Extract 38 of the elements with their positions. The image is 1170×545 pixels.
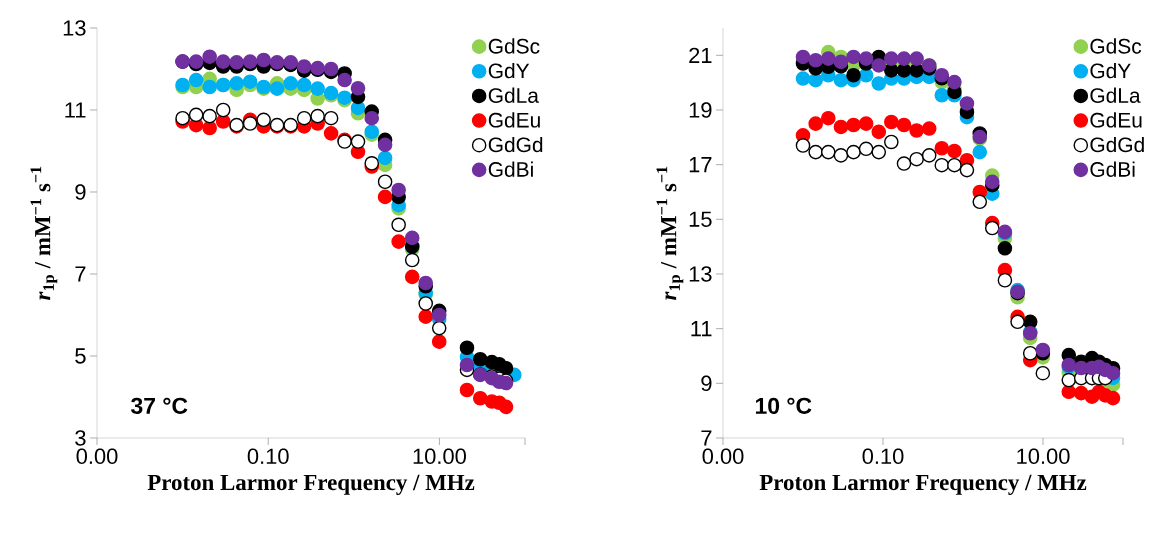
y-tick-label: 9 [75,184,86,200]
y-axis-title: r$_{1p}$ / mM$^{−1}$ s$^{−1}$ [30,166,58,301]
y-tick-label: 15 [689,211,712,227]
y-tick-label: 7 [75,266,86,282]
y-tick-label: 21 [689,47,712,63]
y-tick-label: 13 [689,266,712,282]
legend-label: GdGd [488,136,543,153]
x-tick-label: 0.10 [862,448,904,465]
legend-label: GdEu [488,112,540,128]
y-tick-label: 13 [63,20,86,36]
legend-label: GdLa [488,87,539,103]
annotation: 10 °C [755,397,812,414]
annotation: 37 °C [131,397,188,414]
legend-label: GdSc [488,38,540,54]
legend-label: GdSc [1090,38,1142,54]
y-tick-label: 5 [75,348,86,364]
legend-label: GdGd [1090,136,1144,153]
x-axis-title: Proton Larmor Frequency / MHz [759,474,1087,495]
y-tick-label: 7 [701,430,712,446]
x-tick-label: 0.00 [702,448,744,465]
y-tick-label: 19 [689,102,712,118]
legend-label: GdLa [1090,87,1141,103]
legend-label: GdY [488,62,530,79]
y-tick-label: 3 [75,430,86,446]
legend-label: GdBi [1090,161,1135,177]
y-axis-title: r$_{1p}$ / mM$^{−1}$ s$^{−1}$ [656,166,684,301]
y-tick-label: 11 [691,321,712,337]
legend-label: GdEu [1090,112,1142,128]
x-tick-label: 0.10 [247,448,289,465]
x-axis-title: Proton Larmor Frequency / MHz [147,474,475,495]
y-tick-label: 17 [689,157,712,173]
legend-label: GdY [1090,62,1131,79]
x-tick-label: 10.00 [1017,448,1070,465]
legend-label: GdBi [488,161,533,177]
x-tick-label: 0.00 [76,448,118,465]
x-tick-label: 10.00 [413,448,466,465]
y-tick-label: 11 [65,102,86,118]
y-tick-label: 9 [701,375,712,392]
